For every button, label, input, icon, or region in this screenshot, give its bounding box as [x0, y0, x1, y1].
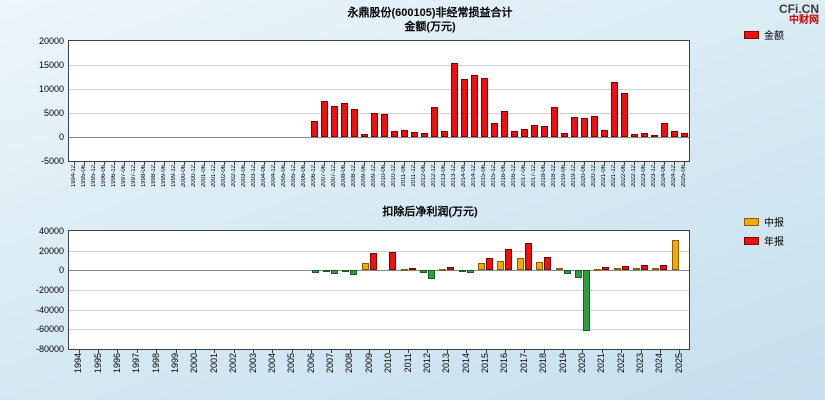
legend-label-annual: 年报	[764, 237, 784, 248]
bottom-chart-plot	[68, 230, 690, 350]
legend-row-annual: 年报	[744, 233, 784, 248]
legend-row-interim: 中报	[744, 214, 784, 229]
cfi-logo-text: CFi.CN	[779, 2, 819, 16]
bottom-chart-title-line1: 扣除后净利润(万元)	[382, 206, 478, 218]
cfi-logo-subtext: 中财网	[789, 15, 819, 26]
top-chart-legend: 金额	[744, 27, 784, 46]
cfi-logo: CFi.CN 中财网	[779, 3, 819, 27]
legend-swatch-annual	[744, 236, 759, 245]
legend-row-amount: 金额	[744, 27, 784, 42]
legend-swatch-interim	[744, 217, 759, 226]
legend-label-interim: 中报	[764, 218, 784, 229]
top-chart-title: 永鼎股份(600105)非经常损益合计 金额(万元)	[35, 6, 825, 34]
legend-swatch-amount	[744, 30, 759, 39]
bottom-chart-legend: 中报 年报	[744, 214, 784, 252]
top-chart-title-line1: 永鼎股份(600105)非经常损益合计	[347, 7, 513, 19]
top-chart-plot	[68, 40, 690, 162]
legend-label-amount: 金额	[764, 31, 784, 42]
bottom-chart-title: 扣除后净利润(万元)	[35, 205, 825, 219]
top-chart-title-line2: 金额(万元)	[404, 21, 456, 33]
